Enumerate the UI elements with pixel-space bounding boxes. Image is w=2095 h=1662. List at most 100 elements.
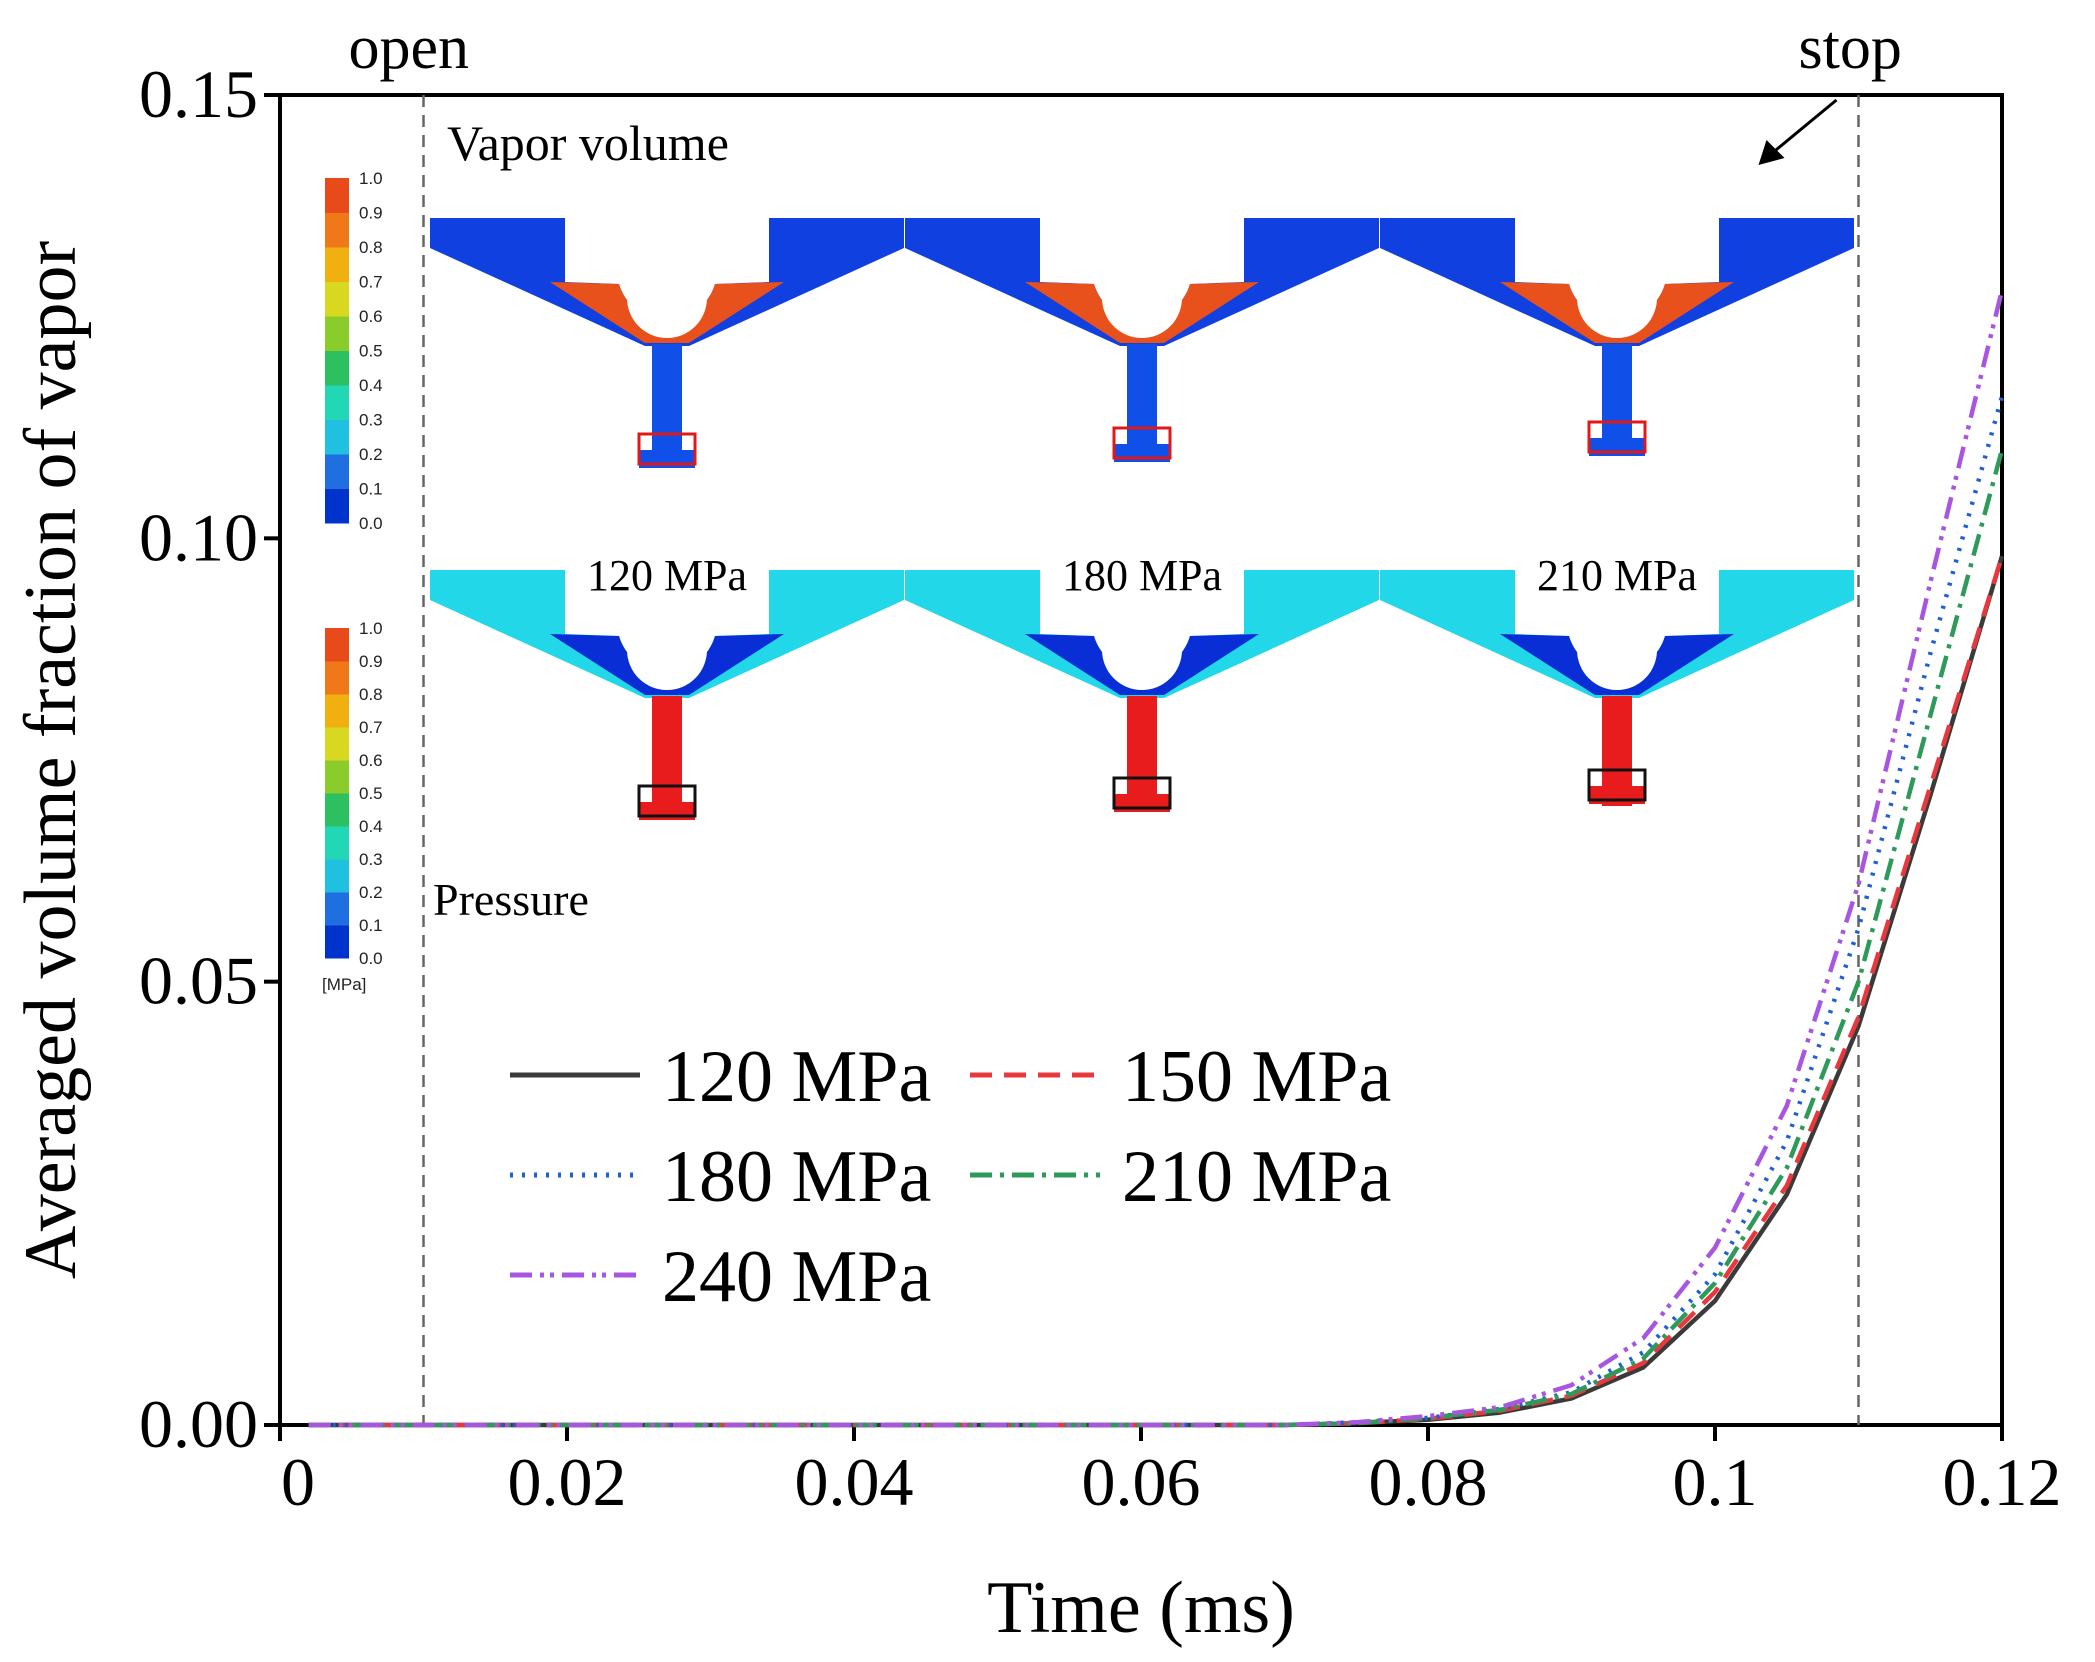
pressure-title: Pressure bbox=[433, 874, 589, 925]
pressure-scale-tick: 0.6 bbox=[359, 751, 383, 770]
pressure-highlight-box bbox=[637, 784, 697, 818]
vapor-scale-tick: 0.6 bbox=[359, 307, 383, 326]
vapor-scale-tick: 0.5 bbox=[359, 342, 383, 361]
y-tick-label: 0.15 bbox=[139, 56, 258, 132]
pressure-scale-band bbox=[325, 628, 349, 662]
vapor-needle-seat bbox=[627, 258, 707, 338]
pressure-nozzle-body bbox=[1380, 570, 1854, 698]
pressure-nozzle-body bbox=[430, 570, 904, 698]
pressure-nozzle-body bbox=[905, 570, 1379, 698]
vapor-scale-tick: 0.3 bbox=[359, 411, 383, 430]
vapor-highlight-box bbox=[1112, 426, 1172, 460]
vapor-scale-band bbox=[325, 178, 349, 213]
vapor-scale-tick: 0.8 bbox=[359, 238, 383, 257]
vapor-scale-band bbox=[325, 247, 349, 282]
pressure-scale-tick: 0.1 bbox=[359, 916, 383, 935]
vapor-orifice bbox=[652, 344, 682, 454]
pressure-scale-unit: [MPa] bbox=[322, 975, 366, 994]
pressure-scale-tick: 1.0 bbox=[359, 619, 383, 638]
pressure-scale-band bbox=[325, 661, 349, 695]
pressure-scale-band bbox=[325, 892, 349, 926]
pressure-scale-tick: 0.7 bbox=[359, 718, 383, 737]
vapor-needle-seat bbox=[1577, 258, 1657, 338]
legend-label: 210 MPa bbox=[1122, 1136, 1391, 1218]
marker-label-stop: stop bbox=[1799, 14, 1902, 82]
pressure-scale-tick: 0.9 bbox=[359, 652, 383, 671]
vapor-scale-tick: 1.0 bbox=[359, 169, 383, 188]
event-markers: open stop bbox=[349, 14, 1902, 1425]
x-axis-title: Time (ms) bbox=[987, 1567, 1295, 1649]
vapor-scale-tick: 0.7 bbox=[359, 273, 383, 292]
legend-label: 180 MPa bbox=[662, 1136, 931, 1218]
case-label: 120 MPa bbox=[587, 551, 747, 600]
pressure-nozzle-lower bbox=[550, 634, 784, 695]
pressure-scale-band bbox=[325, 925, 349, 959]
vapor-scale-band bbox=[325, 316, 349, 351]
vapor-scale-band bbox=[325, 454, 349, 489]
vapor-nozzle-body bbox=[430, 218, 904, 346]
vapor-orifice bbox=[1602, 344, 1632, 454]
pressure-scale-tick: 0.2 bbox=[359, 883, 383, 902]
series-line-150-mpa bbox=[308, 555, 2005, 1428]
pressure-scale-band bbox=[325, 859, 349, 893]
marker-label-open: open bbox=[349, 14, 470, 82]
legend: 120 MPa 150 MPa 180 MPa 210 MPa 240 MPa bbox=[510, 1036, 1391, 1318]
x-tick-label: 0.04 bbox=[795, 1444, 914, 1520]
axis-ticks bbox=[264, 93, 2004, 1441]
stop-arrow-head bbox=[1758, 140, 1785, 165]
legend-label: 150 MPa bbox=[1122, 1036, 1391, 1118]
pressure-scale-band bbox=[325, 727, 349, 761]
pressure-scale-tick: 0.3 bbox=[359, 850, 383, 869]
vapor-scale-band bbox=[325, 385, 349, 420]
x-tick-label: 0.08 bbox=[1369, 1444, 1488, 1520]
vapor-scale-band bbox=[325, 212, 349, 248]
vapor-scale-tick: 0.2 bbox=[359, 445, 383, 464]
vapor-scale-tick: 0.1 bbox=[359, 480, 383, 499]
x-tick-label: 0.02 bbox=[508, 1444, 627, 1520]
pressure-highlight-box bbox=[1112, 776, 1172, 810]
y-tick-label: 0.05 bbox=[139, 943, 258, 1019]
vapor-title: Vapor volume bbox=[447, 115, 729, 171]
vapor-highlight-box bbox=[1587, 420, 1647, 454]
pressure-orifice bbox=[652, 696, 682, 806]
x-tick-label: 0.12 bbox=[1943, 1444, 2062, 1520]
vapor-nozzle-lower bbox=[1500, 282, 1734, 343]
pressure-scale-band bbox=[325, 826, 349, 860]
vapor-needle-seat bbox=[1102, 258, 1182, 338]
y-tick-label: 0.00 bbox=[139, 1386, 258, 1462]
vapor-highlight-box bbox=[637, 432, 697, 466]
legend-label: 120 MPa bbox=[662, 1036, 931, 1118]
pressure-scale-tick: 0.4 bbox=[359, 817, 383, 836]
vapor-scale-band bbox=[325, 488, 349, 524]
pressure-scale-band bbox=[325, 694, 349, 728]
x-tick-label: 0.06 bbox=[1082, 1444, 1201, 1520]
vapor-scale-tick: 0.4 bbox=[359, 376, 383, 395]
y-tick-label: 0.10 bbox=[139, 499, 258, 575]
vapor-scale-tick: 0.9 bbox=[359, 204, 383, 223]
vapor-scale-band bbox=[325, 350, 349, 386]
vapor-scale-band bbox=[325, 419, 349, 455]
contour-inset: 1.0 0.9 0.8 0.7 0.6 0.5 0.4 0.3 0.2 0.1 0.0 1.0 0.9 0… bbox=[322, 115, 1854, 994]
vapor-orifice bbox=[1127, 344, 1157, 454]
vapor-nozzle-lower bbox=[550, 282, 784, 343]
pressure-highlight-box bbox=[1587, 768, 1647, 802]
pressure-scale-tick: 0.5 bbox=[359, 784, 383, 803]
vapor-nozzle-lower bbox=[1025, 282, 1259, 343]
vapor-nozzle-body bbox=[905, 218, 1379, 346]
pressure-nozzle-lower bbox=[1500, 634, 1734, 695]
stop-arrow-shaft bbox=[1772, 98, 1838, 154]
vapor-scale-band bbox=[325, 281, 349, 317]
series-line-240-mpa bbox=[308, 289, 2005, 1428]
case-label: 210 MPa bbox=[1537, 551, 1697, 600]
y-axis-title: Averaged volume fraction of vapor bbox=[10, 241, 92, 1279]
pressure-needle-seat bbox=[1102, 610, 1182, 690]
x-tick-label: 0.1 bbox=[1673, 1444, 1758, 1520]
x-tick-label: 0 bbox=[281, 1444, 315, 1520]
pressure-scale-band bbox=[325, 793, 349, 827]
axis-tick-labels: 0 0.02 0.04 0.06 0.08 0.1 0.12 0.00 0.05 0.10 0.15 bbox=[139, 56, 2062, 1520]
pressure-orifice bbox=[1127, 696, 1157, 806]
data-series bbox=[308, 289, 2005, 1428]
pressure-scale-band bbox=[325, 760, 349, 794]
pressure-needle-seat bbox=[627, 610, 707, 690]
